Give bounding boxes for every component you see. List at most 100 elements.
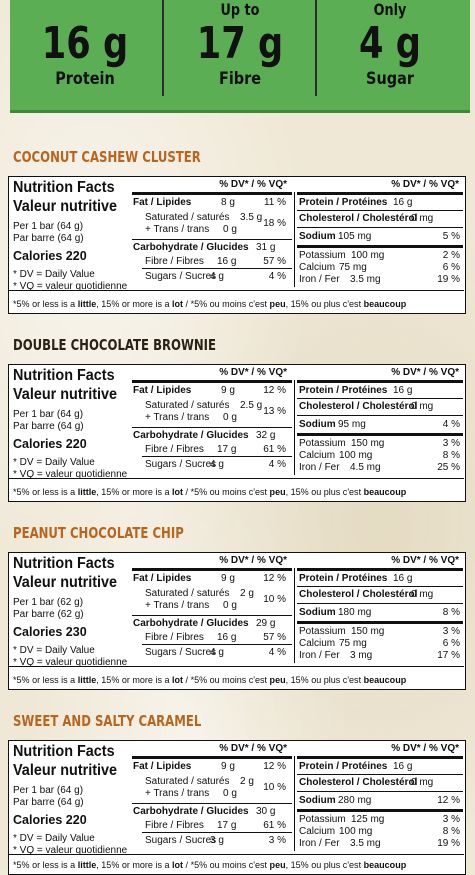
divider [142,456,292,457]
serving-size-en: Per 1 bar (64 g) [13,221,84,232]
cholesterol-amount: 0 mg [411,213,434,224]
dv-definition-fr: * VQ = valeur quotidienne [13,281,128,292]
calcium-label: Calcium [299,638,336,649]
dv-definition-fr: * VQ = valeur quotidienne [13,657,128,668]
footnote-emphasis: lot [172,487,184,498]
fat-amount: 9 g [221,385,235,396]
highlight-value: 4 g [359,18,421,69]
iron-amount: 3.5 mg [350,274,381,285]
dv-column-header: % DV* / % VQ* [219,179,287,190]
sugars-dv: 4 % [268,271,286,282]
product-title: SWEET AND SALTY CARAMEL [13,712,202,730]
dv-footnote: *5% or less is a little, 15% or more is … [13,860,406,871]
fat-amount: 9 g [221,761,235,772]
divider [9,854,464,855]
nutrition-facts-heading: Nutrition Facts [13,555,115,572]
iron-amount: 4.5 mg [350,462,381,473]
dv-column-header: % DV* / % VQ* [391,179,459,190]
highlight-value: 16 g [41,18,129,69]
potassium-amount: 125 mg [351,814,385,825]
column-divider [294,192,295,287]
sugars-label: Sugars / Sucres [145,459,217,470]
sodium-label: Sodium [299,231,336,242]
sugars-amount: 4 g [210,459,224,470]
footnote-text: , 15% or more is a [96,860,173,871]
footnote-emphasis: beaucoup [363,860,407,871]
calcium-label: Calcium [299,450,336,461]
footnote-text: , 15% or more is a [96,299,173,310]
saturated-trans-dv: 18 % [263,218,286,229]
footnote-emphasis: beaucoup [363,675,407,686]
dv-column-header: % DV* / % VQ* [219,367,287,378]
sodium-amount: 105 mg [338,231,372,242]
trans-label: + Trans / trans [145,224,210,235]
footnote-emphasis: beaucoup [363,487,407,498]
footnote-text: , 15% ou plus c'est [285,860,364,871]
serving-size-en: Per 1 bar (62 g) [13,597,84,608]
sodium-dv: 12 % [437,795,460,806]
trans-amount: 0 g [223,788,237,799]
footnote-emphasis: lot [172,299,184,310]
product-title: COCONUT CASHEW CLUSTER [13,148,201,166]
potassium-amount: 150 mg [351,438,385,449]
sugar-highlight: Only 4 g Sugar [320,0,460,100]
footnote-emphasis: peu [269,675,286,686]
sodium-dv: 4 % [442,419,460,430]
fat-dv: 12 % [263,573,286,584]
divider [142,268,292,269]
footnote-emphasis: peu [269,299,286,310]
sugars-amount: 4 g [210,271,224,282]
calcium-label: Calcium [299,262,336,273]
dv-definition-fr: * VQ = valeur quotidienne [13,845,128,856]
calories: Calories 230 [13,625,87,639]
carbohydrate-label: Carbohydrate / Glucides [133,430,249,441]
divider [132,239,292,240]
divider [297,245,463,248]
potassium-amount: 100 mg [351,250,385,261]
footnote-text: , 15% ou plus c'est [285,487,364,498]
dv-footnote: *5% or less is a little, 15% or more is … [13,299,406,310]
sodium-label: Sodium [299,419,336,430]
valeur-nutritive-heading: Valeur nutritive [13,386,118,403]
divider [297,586,463,587]
saturated-label: Saturated / saturés [145,776,230,787]
column-divider [294,756,295,851]
fibre-amount: 17 g [217,444,237,455]
dv-footnote: *5% or less is a little, 15% or more is … [13,487,406,498]
divider [297,433,463,436]
highlight-prefix [29,0,141,20]
serving-size-fr: Par barre (64 g) [13,421,84,432]
divider [142,644,292,645]
sugars-dv: 4 % [268,459,286,470]
dv-column-header: % DV* / % VQ* [391,743,459,754]
sugars-amount: 4 g [210,647,224,658]
footnote-text: / *5% ou moins c'est [183,675,270,686]
valeur-nutritive-heading: Valeur nutritive [13,762,118,779]
protein-label: Protein / Protéines [299,761,388,772]
highlight-label: Protein [55,69,115,89]
fibre-amount: 16 g [217,632,237,643]
highlight-label: Fibre [218,69,262,89]
dv-definition-en: * DV = Daily Value [13,645,95,656]
dv-column-header: % DV* / % VQ* [391,555,459,566]
divider [132,803,292,804]
iron-dv: 25 % [437,462,460,473]
sugars-label: Sugars / Sucres [145,835,217,846]
divider [132,568,292,571]
divider [297,398,463,399]
trans-label: + Trans / trans [145,600,210,611]
saturated-amount: 2.5 g [240,400,263,411]
fibre-dv: 61 % [263,820,286,831]
trans-amount: 0 g [223,412,237,423]
fibre-highlight: Up to 17 g Fibre [170,0,310,100]
nutrition-facts-heading: Nutrition Facts [13,179,115,196]
sodium-amount: 95 mg [338,419,366,430]
divider [9,290,464,291]
product-title: DOUBLE CHOCOLATE BROWNIE [13,336,217,354]
divider [132,380,292,383]
dv-definition-fr: * VQ = valeur quotidienne [13,469,128,480]
footnote-text: , 15% or more is a [96,675,173,686]
fibre-dv: 61 % [263,444,286,455]
banner-divider [315,0,317,96]
fat-label: Fat / Lipides [133,573,192,584]
